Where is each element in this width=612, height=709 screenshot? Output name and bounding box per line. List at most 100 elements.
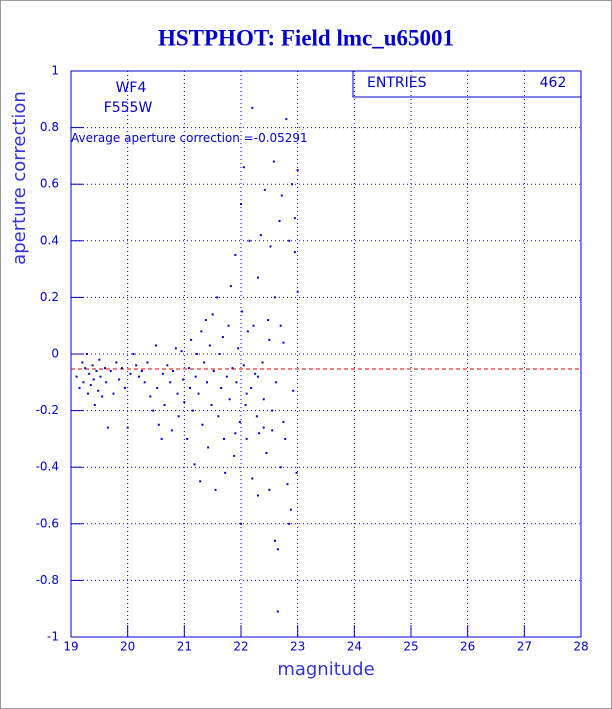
point (91, 364, 94, 367)
point (286, 483, 289, 486)
annotation: WF4 (116, 80, 147, 96)
point (220, 386, 223, 389)
mean-value: -0.05291 (254, 131, 308, 145)
y-tick-label: -1 (47, 630, 59, 644)
point (268, 338, 271, 341)
x-tick-label: 22 (233, 640, 248, 654)
point (123, 386, 126, 389)
y-tick-label: 0.6 (40, 177, 59, 191)
point (138, 375, 140, 378)
point (274, 539, 276, 542)
point (258, 432, 261, 435)
point (288, 239, 291, 242)
point (268, 488, 271, 491)
point (170, 429, 173, 432)
point (98, 358, 101, 361)
point (146, 361, 149, 364)
point (95, 369, 98, 372)
point (282, 420, 285, 423)
point (238, 420, 241, 423)
point (211, 313, 214, 316)
point (250, 386, 253, 389)
point (75, 375, 78, 378)
chart-title: HSTPHOT: Field lmc_u65001 (158, 25, 454, 50)
point (149, 395, 152, 398)
point (265, 452, 268, 455)
point (157, 423, 160, 426)
point (252, 324, 255, 327)
point (177, 415, 180, 418)
x-tick-label: 19 (63, 640, 78, 654)
point (201, 423, 204, 426)
point (84, 367, 87, 370)
point (156, 386, 159, 389)
point (101, 395, 104, 398)
point (271, 429, 274, 432)
point (129, 372, 132, 375)
point (89, 384, 92, 387)
point (245, 437, 248, 440)
point (81, 361, 84, 364)
point (97, 389, 100, 392)
point (289, 508, 292, 511)
point (224, 471, 227, 474)
point (279, 324, 282, 327)
point (223, 437, 225, 440)
x-tick-label: 27 (517, 640, 532, 654)
point (217, 415, 220, 418)
point (269, 245, 272, 248)
x-axis-label: magnitude (277, 659, 374, 680)
x-tick-label: 28 (573, 640, 588, 654)
point (257, 375, 259, 378)
point (221, 336, 224, 339)
point (257, 494, 259, 497)
point (169, 381, 172, 384)
point (293, 217, 296, 220)
point (288, 522, 291, 525)
x-tick-label: 24 (347, 640, 362, 654)
point (280, 194, 283, 197)
point (204, 319, 207, 322)
y-tick-label: 0.2 (40, 290, 59, 304)
point (172, 369, 174, 372)
y-tick-label: -0.6 (36, 516, 59, 530)
point (208, 344, 211, 347)
point (229, 285, 232, 288)
point (246, 330, 249, 333)
point (282, 341, 285, 344)
point (197, 392, 200, 395)
x-tick-label: 25 (403, 640, 418, 654)
point (259, 234, 262, 237)
point (180, 350, 183, 353)
point (295, 471, 298, 474)
point (218, 353, 221, 355)
point (160, 437, 163, 440)
point (231, 367, 234, 370)
point (174, 347, 177, 350)
point (242, 166, 245, 169)
point (263, 188, 266, 191)
stats-label: ENTRIES (367, 75, 427, 91)
point (99, 375, 102, 378)
point (262, 398, 265, 401)
point (87, 392, 89, 395)
point (274, 296, 276, 299)
x-tick-label: 23 (290, 640, 305, 654)
point (118, 378, 121, 381)
point (195, 353, 198, 355)
point (271, 409, 274, 412)
stats-value: 462 (540, 75, 567, 91)
point (121, 367, 123, 370)
point (161, 372, 164, 375)
point (210, 403, 213, 406)
point (251, 106, 254, 109)
point (200, 330, 203, 333)
point (228, 398, 231, 401)
point (193, 463, 196, 466)
point (106, 426, 109, 429)
point (189, 386, 191, 389)
point (212, 369, 215, 372)
point (235, 381, 238, 384)
point (291, 183, 293, 186)
